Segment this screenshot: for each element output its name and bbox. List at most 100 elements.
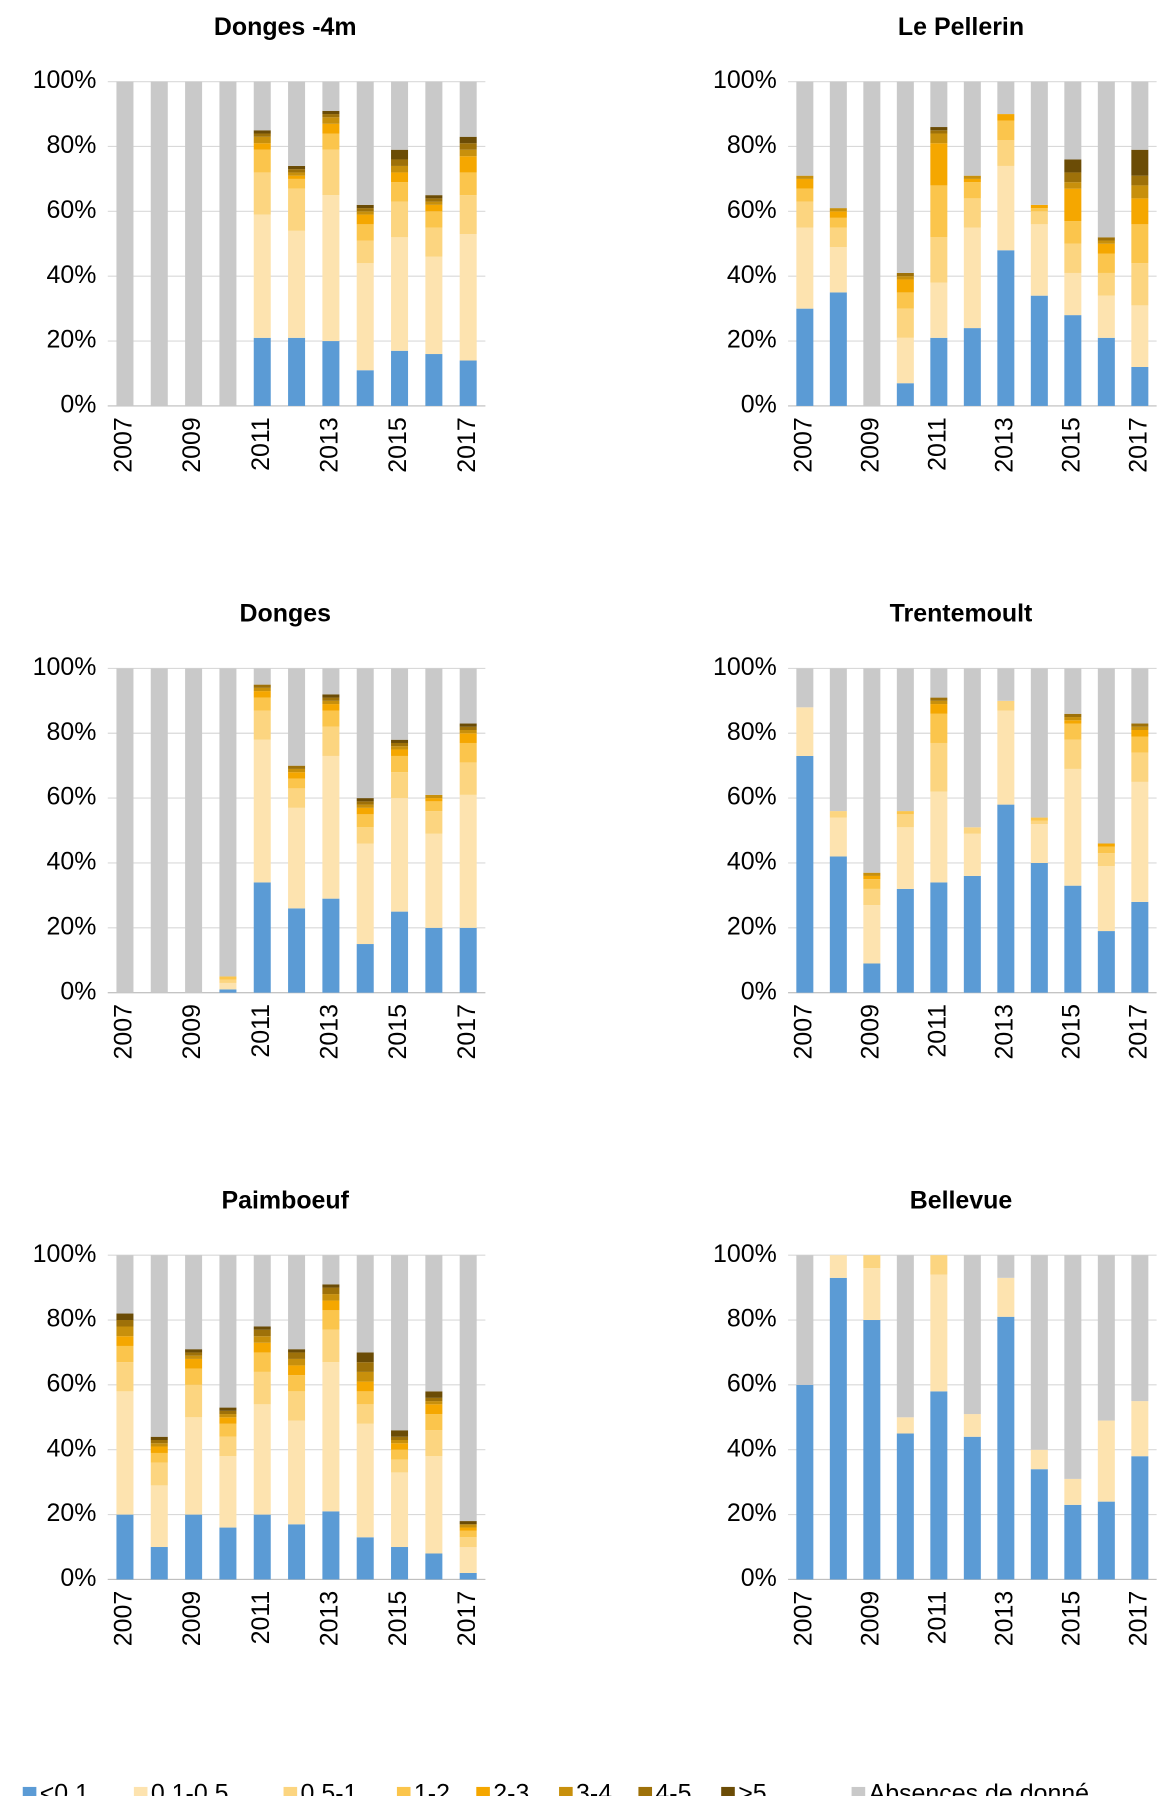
- bar-segment: [322, 1255, 340, 1285]
- bar-segment: [896, 1417, 914, 1434]
- bar-segment: [459, 156, 477, 173]
- bar-segment: [930, 133, 948, 144]
- legend-label: Absences de donné: [869, 1779, 1089, 1796]
- bar-segment: [829, 1255, 847, 1278]
- legend-swatch: [476, 1786, 490, 1796]
- bar-segment: [863, 963, 881, 993]
- bar-segment: [997, 710, 1015, 805]
- bar-segment: [391, 1472, 409, 1548]
- bar-segment: [185, 1349, 203, 1353]
- bar-segment: [288, 81, 306, 166]
- bar-segment: [997, 120, 1015, 141]
- bar-segment: [1064, 768, 1082, 886]
- bar-segment: [896, 814, 914, 828]
- bar-segment: [185, 81, 203, 406]
- bar-segment: [1097, 337, 1115, 406]
- bar-segment: [150, 1452, 168, 1463]
- bar-segment: [1030, 208, 1048, 212]
- bar-segment: [219, 1255, 237, 1408]
- bar-segment: [391, 798, 409, 912]
- bar-segment: [116, 668, 134, 993]
- bar-segment: [425, 256, 443, 355]
- bar-segment: [930, 882, 948, 993]
- bar-segment: [829, 292, 847, 406]
- y-tick-label: 0%: [60, 1564, 96, 1592]
- bar-segment: [219, 1436, 237, 1457]
- bar-segment: [1131, 1255, 1149, 1402]
- bar-segment: [1030, 817, 1048, 821]
- bar-segment: [1064, 188, 1082, 222]
- bar-segment: [185, 1358, 203, 1369]
- y-tick-label: 20%: [47, 1499, 97, 1527]
- bar-segment: [356, 1371, 374, 1382]
- x-tick-label: 2015: [384, 1591, 412, 1646]
- bar-segment: [997, 804, 1015, 993]
- legend-swatch: [851, 1786, 866, 1796]
- bar-segment: [796, 227, 814, 309]
- bar-segment: [863, 905, 881, 964]
- bar-segment: [1131, 726, 1149, 731]
- bar-segment: [253, 1336, 271, 1343]
- bar-segment: [930, 700, 948, 705]
- bar-segment: [322, 704, 340, 711]
- y-tick-label: 80%: [727, 718, 777, 746]
- bar-segment: [1064, 221, 1082, 244]
- bar-segment: [219, 976, 237, 980]
- y-tick-label: 80%: [727, 131, 777, 159]
- y-tick-label: 80%: [47, 1305, 97, 1333]
- bar-segment: [459, 1255, 477, 1522]
- bar-segment: [288, 1352, 306, 1359]
- bar-segment: [391, 1430, 409, 1437]
- bar-segment: [288, 768, 306, 773]
- bar-segment: [1131, 224, 1149, 264]
- bar-segment: [391, 172, 409, 183]
- legend-label: 3-4: [576, 1779, 612, 1796]
- bar-segment: [288, 1524, 306, 1580]
- x-tick-label: 2011: [923, 1004, 951, 1058]
- bar-segment: [896, 383, 914, 406]
- bar-segment: [288, 1365, 306, 1376]
- bar-segment: [425, 201, 443, 205]
- bar-segment: [219, 1527, 237, 1580]
- bar-segment: [425, 1404, 443, 1415]
- bar-segment: [863, 879, 881, 889]
- x-tick-label: 2013: [990, 1591, 1018, 1646]
- bar-segment: [930, 704, 948, 714]
- bar-segment: [863, 1255, 881, 1269]
- bar-segment: [322, 114, 340, 118]
- bar-segment: [219, 982, 237, 990]
- y-tick-label: 100%: [33, 66, 97, 94]
- bar-segment: [425, 811, 443, 834]
- bar-segment: [796, 81, 814, 176]
- bar-segment: [1131, 81, 1149, 150]
- bar-segment: [425, 1414, 443, 1431]
- bar-segment: [1030, 81, 1048, 205]
- bar-segment: [356, 804, 374, 808]
- bar-segment: [1064, 1504, 1082, 1580]
- bar-segment: [356, 843, 374, 945]
- bar-segment: [863, 668, 881, 873]
- bar-segment: [1064, 717, 1082, 721]
- bar-segment: [796, 707, 814, 756]
- bar-segment: [997, 165, 1015, 251]
- x-tick-label: 2017: [1124, 417, 1152, 472]
- bar-segment: [1030, 1449, 1048, 1470]
- bar-segment: [896, 811, 914, 815]
- bar-segment: [1064, 1255, 1082, 1479]
- bar-segment: [459, 733, 477, 743]
- legend-swatch: [396, 1786, 411, 1796]
- bar-segment: [930, 742, 948, 792]
- bar-segment: [253, 668, 271, 685]
- bar-segment: [963, 875, 981, 993]
- bar-segment: [391, 1439, 409, 1444]
- bar-segment: [391, 668, 409, 740]
- bar-segment: [288, 188, 306, 231]
- bar-segment: [356, 814, 374, 828]
- bar-segment: [253, 214, 271, 338]
- y-tick-label: 60%: [47, 783, 97, 811]
- bar-segment: [963, 833, 981, 876]
- bar-segment: [1131, 367, 1149, 406]
- bar-segment: [288, 175, 306, 179]
- bar-segment: [253, 697, 271, 711]
- bar-segment: [425, 1456, 443, 1554]
